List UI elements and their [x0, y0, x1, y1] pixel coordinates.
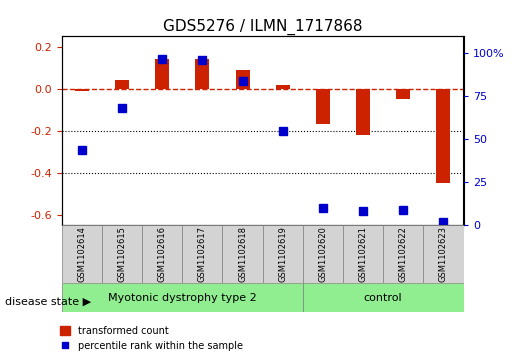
FancyBboxPatch shape — [343, 225, 383, 283]
Text: GSM1102621: GSM1102621 — [358, 226, 368, 282]
Bar — [276, 85, 290, 89]
FancyBboxPatch shape — [142, 225, 182, 283]
FancyBboxPatch shape — [222, 225, 263, 283]
Bar — [436, 89, 451, 183]
Bar — [155, 60, 169, 89]
FancyBboxPatch shape — [62, 283, 303, 312]
Bar — [75, 89, 89, 91]
FancyBboxPatch shape — [102, 225, 142, 283]
Bar — [356, 89, 370, 135]
Text: GSM1102617: GSM1102617 — [198, 226, 207, 282]
FancyBboxPatch shape — [423, 225, 464, 283]
Text: control: control — [364, 293, 403, 303]
Bar — [195, 60, 210, 89]
Text: GSM1102616: GSM1102616 — [158, 226, 167, 282]
Bar — [396, 89, 410, 99]
FancyBboxPatch shape — [383, 225, 423, 283]
Bar — [115, 80, 129, 89]
Text: disease state ▶: disease state ▶ — [5, 296, 91, 306]
Text: GSM1102619: GSM1102619 — [278, 226, 287, 282]
FancyBboxPatch shape — [303, 283, 464, 312]
Bar — [316, 89, 330, 125]
Text: GSM1102623: GSM1102623 — [439, 226, 448, 282]
Text: GSM1102622: GSM1102622 — [399, 226, 408, 282]
Title: GDS5276 / ILMN_1717868: GDS5276 / ILMN_1717868 — [163, 19, 363, 35]
Text: GSM1102618: GSM1102618 — [238, 226, 247, 282]
Text: GSM1102620: GSM1102620 — [318, 226, 328, 282]
Text: GSM1102614: GSM1102614 — [77, 226, 87, 282]
FancyBboxPatch shape — [62, 225, 102, 283]
Text: Myotonic dystrophy type 2: Myotonic dystrophy type 2 — [108, 293, 256, 303]
Legend: transformed count, percentile rank within the sample: transformed count, percentile rank withi… — [56, 322, 247, 355]
Text: GSM1102615: GSM1102615 — [117, 226, 127, 282]
FancyBboxPatch shape — [182, 225, 222, 283]
Bar — [235, 70, 250, 89]
FancyBboxPatch shape — [303, 225, 343, 283]
FancyBboxPatch shape — [263, 225, 303, 283]
